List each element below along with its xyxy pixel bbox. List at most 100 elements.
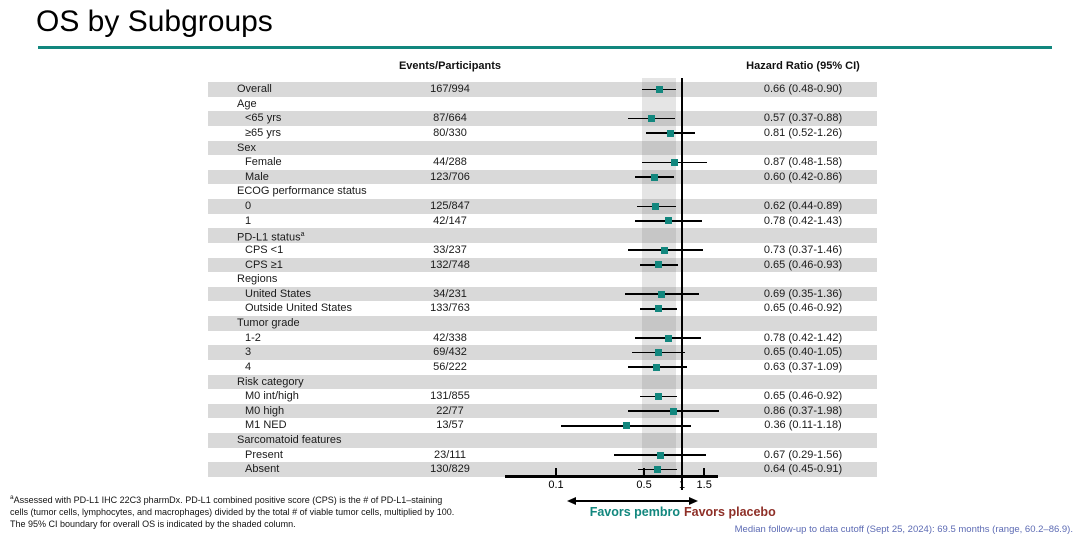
hazard-ratio-value: 0.63 (0.37-1.09) <box>763 360 843 373</box>
footnote-line-3: The 95% CI boundary for overall OS is in… <box>10 518 296 529</box>
events-participants-value: 42/338 <box>433 331 467 344</box>
subgroup-data-row: Female 44/288 0.87 (0.48-1.58) <box>208 155 877 170</box>
median-followup-note: Median follow-up to data cutoff (Sept 25… <box>734 524 1073 535</box>
hazard-ratio-value: 0.67 (0.29-1.56) <box>763 448 843 461</box>
subgroup-label: PD-L1 statusa <box>237 231 305 244</box>
hazard-ratio-value: 0.57 (0.37-0.88) <box>763 112 843 125</box>
events-participants-value: 22/77 <box>436 404 464 417</box>
events-participants-value: 123/706 <box>430 170 470 183</box>
x-axis-tick-label: 0.5 <box>636 479 652 491</box>
subgroup-label: Age <box>237 97 257 110</box>
subgroup-category-row: Tumor grade <box>208 316 877 331</box>
events-participants-value: 87/664 <box>433 112 467 125</box>
subgroup-label: <65 yrs <box>245 112 282 125</box>
events-participants-value: 130/829 <box>430 463 470 476</box>
hazard-ratio-value: 0.78 (0.42-1.42) <box>763 331 843 344</box>
subgroup-data-row: ≥65 yrs 80/330 0.81 (0.52-1.26) <box>208 126 877 141</box>
subgroup-label: 1 <box>245 214 252 227</box>
subgroup-label: Overall <box>237 83 272 95</box>
subgroup-data-row: 4 56/222 0.63 (0.37-1.09) <box>208 360 877 375</box>
column-header-events: Events/Participants <box>398 60 502 72</box>
hazard-ratio-value: 0.65 (0.46-0.92) <box>763 390 843 403</box>
subgroup-data-row: Absent 130/829 0.64 (0.45-0.91) <box>208 462 877 477</box>
hazard-ratio-value: 0.66 (0.48-0.90) <box>763 83 843 95</box>
subgroup-data-row: CPS <1 33/237 0.73 (0.37-1.46) <box>208 243 877 258</box>
subgroup-data-row: Present 23/111 0.67 (0.29-1.56) <box>208 448 877 463</box>
footnotes: aAssessed with PD-L1 IHC 22C3 pharmDx. P… <box>10 492 454 530</box>
subgroup-data-row: United States 34/231 0.69 (0.35-1.36) <box>208 286 877 302</box>
hazard-ratio-value: 0.65 (0.40-1.05) <box>763 346 843 359</box>
footnote-line-2: cells (tumor cells, lymphocytes, and mac… <box>10 506 455 517</box>
events-participants-value: 132/748 <box>430 258 470 271</box>
events-participants-value: 56/222 <box>433 360 467 373</box>
subgroup-category-row: Sarcomatoid features <box>208 433 877 448</box>
events-participants-value: 80/330 <box>433 126 467 139</box>
subgroup-label: 4 <box>245 360 252 373</box>
subgroup-label: Tumor grade <box>237 317 300 330</box>
subgroup-data-row: 1 42/147 0.78 (0.42-1.43) <box>208 214 877 229</box>
subgroup-label: United States <box>245 287 312 300</box>
hazard-ratio-value: 0.87 (0.48-1.58) <box>763 156 843 169</box>
subgroup-label: Present <box>245 448 283 461</box>
subgroup-label: Sex <box>237 141 256 154</box>
page-title: OS by Subgroups <box>36 5 273 38</box>
hazard-ratio-value: 0.78 (0.42-1.43) <box>763 214 843 227</box>
subgroup-category-row: Risk category <box>208 374 877 390</box>
hazard-ratio-value: 0.65 (0.46-0.92) <box>763 302 843 315</box>
events-participants-value: 42/147 <box>433 214 467 227</box>
events-participants-value: 34/231 <box>433 287 467 300</box>
favors-arrowhead-right-icon <box>689 496 698 505</box>
events-participants-value: 125/847 <box>430 200 470 213</box>
subgroup-label: CPS ≥1 <box>245 258 283 271</box>
subgroup-label: Male <box>245 170 269 183</box>
subgroup-data-row: M0 int/high 131/855 0.65 (0.46-0.92) <box>208 389 877 404</box>
hazard-ratio-value: 0.86 (0.37-1.98) <box>763 404 843 417</box>
events-participants-value: 69/432 <box>433 346 467 359</box>
subgroup-data-row: 1-2 42/338 0.78 (0.42-1.42) <box>208 331 877 346</box>
subgroup-label: M0 high <box>245 404 285 417</box>
subgroup-data-row: 0 125/847 0.62 (0.44-0.89) <box>208 199 877 214</box>
footnote-superscript: a <box>10 494 14 501</box>
subgroup-data-row: Overall 167/994 0.66 (0.48-0.90) <box>208 82 877 97</box>
favors-placebo-label: Favors placebo <box>684 505 776 519</box>
subgroup-label: M1 NED <box>245 419 287 432</box>
events-participants-value: 133/763 <box>430 302 470 315</box>
favors-pembro-label: Favors pembro <box>589 505 680 519</box>
favors-arrowhead-left-icon <box>567 496 576 505</box>
events-participants-value: 33/237 <box>433 243 467 256</box>
subgroup-data-row: CPS ≥1 132/748 0.65 (0.46-0.93) <box>208 257 877 273</box>
subgroup-label: CPS <1 <box>245 243 284 256</box>
events-participants-value: 131/855 <box>430 390 470 403</box>
hazard-ratio-value: 0.36 (0.11-1.18) <box>764 419 842 432</box>
subgroup-label: ECOG performance status <box>237 185 367 198</box>
events-participants-value: 167/994 <box>430 83 470 95</box>
subgroup-label: 1-2 <box>245 331 261 344</box>
subgroup-data-row: 3 69/432 0.65 (0.40-1.05) <box>208 345 877 360</box>
events-participants-value: 23/111 <box>433 448 466 461</box>
hazard-ratio-value: 0.69 (0.35-1.36) <box>763 287 843 300</box>
subgroup-label: Risk category <box>237 375 304 388</box>
subgroup-category-row: Sex <box>208 140 877 156</box>
subgroup-category-row: ECOG performance status <box>208 184 877 199</box>
subgroup-category-row: Regions <box>208 272 877 287</box>
subgroup-data-row: Outside United States 133/763 0.65 (0.46-0… <box>208 301 877 316</box>
subgroup-category-row: PD-L1 statusa <box>208 228 877 244</box>
subgroup-label: Outside United States <box>245 302 353 315</box>
footnote-line-1: aAssessed with PD-L1 IHC 22C3 pharmDx. P… <box>10 494 443 505</box>
events-participants-value: 44/288 <box>433 156 467 169</box>
hazard-ratio-value: 0.73 (0.37-1.46) <box>763 243 843 256</box>
subgroup-data-row: M0 high 22/77 0.86 (0.37-1.98) <box>208 403 877 419</box>
hazard-ratio-value: 0.64 (0.45-0.91) <box>763 463 843 476</box>
subgroup-data-row: M1 NED 13/57 0.36 (0.11-1.18) <box>208 418 877 433</box>
hazard-ratio-value: 0.62 (0.44-0.89) <box>763 200 843 213</box>
subgroup-label: Absent <box>245 463 280 476</box>
column-header-hazard-ratio: Hazard Ratio (95% CI) <box>746 60 860 72</box>
subgroup-label: M0 int/high <box>245 390 299 403</box>
subgroup-label: 3 <box>245 346 252 359</box>
hazard-ratio-value: 0.81 (0.52-1.26) <box>763 126 843 139</box>
favors-arrow <box>576 500 690 502</box>
subgroup-label: Female <box>245 156 282 169</box>
title-rule <box>38 46 1052 49</box>
events-participants-value: 13/57 <box>436 419 464 432</box>
